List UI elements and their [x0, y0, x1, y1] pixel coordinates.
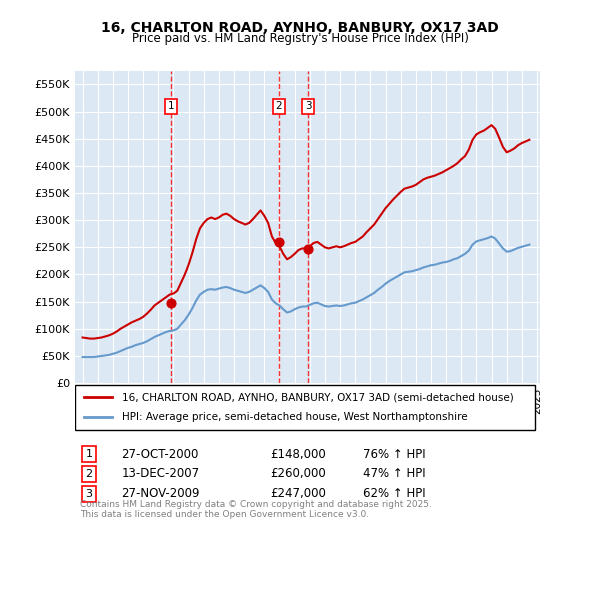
Text: 16, CHARLTON ROAD, AYNHO, BANBURY, OX17 3AD: 16, CHARLTON ROAD, AYNHO, BANBURY, OX17 …	[101, 21, 499, 35]
Text: £247,000: £247,000	[270, 487, 326, 500]
Text: 2: 2	[85, 469, 92, 479]
Point	[274, 237, 284, 247]
Text: 3: 3	[85, 489, 92, 499]
Text: 1: 1	[85, 449, 92, 459]
Text: £260,000: £260,000	[270, 467, 326, 480]
Text: 47% ↑ HPI: 47% ↑ HPI	[364, 467, 426, 480]
Point	[304, 244, 313, 254]
Text: Contains HM Land Registry data © Crown copyright and database right 2025.
This d: Contains HM Land Registry data © Crown c…	[80, 500, 431, 519]
Text: Price paid vs. HM Land Registry's House Price Index (HPI): Price paid vs. HM Land Registry's House …	[131, 32, 469, 45]
Text: 62% ↑ HPI: 62% ↑ HPI	[364, 487, 426, 500]
Text: 27-OCT-2000: 27-OCT-2000	[121, 448, 199, 461]
Text: 2: 2	[275, 101, 282, 111]
Text: 27-NOV-2009: 27-NOV-2009	[121, 487, 200, 500]
Text: 1: 1	[167, 101, 174, 111]
Text: 13-DEC-2007: 13-DEC-2007	[121, 467, 200, 480]
Text: 16, CHARLTON ROAD, AYNHO, BANBURY, OX17 3AD (semi-detached house): 16, CHARLTON ROAD, AYNHO, BANBURY, OX17 …	[121, 392, 513, 402]
FancyBboxPatch shape	[75, 385, 535, 430]
Text: £148,000: £148,000	[270, 448, 326, 461]
Text: HPI: Average price, semi-detached house, West Northamptonshire: HPI: Average price, semi-detached house,…	[121, 412, 467, 422]
Text: 3: 3	[305, 101, 311, 111]
Point	[166, 298, 176, 307]
Text: 76% ↑ HPI: 76% ↑ HPI	[364, 448, 426, 461]
